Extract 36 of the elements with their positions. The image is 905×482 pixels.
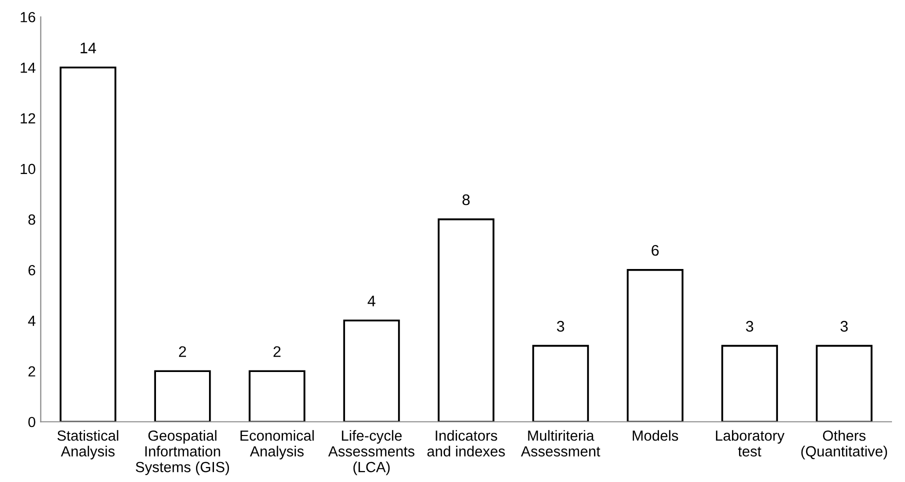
y-tick-label: 16 — [20, 12, 36, 22]
bar — [721, 344, 778, 422]
y-tick-label: 6 — [28, 265, 36, 276]
data-label: 2 — [179, 346, 186, 357]
y-tick-label: 4 — [28, 316, 36, 326]
data-label: 6 — [652, 244, 659, 256]
data-label: 4 — [368, 296, 376, 306]
x-tick-label: Statistical Analysis — [57, 430, 118, 460]
y-tick-label: 8 — [28, 214, 36, 225]
x-tick-label: Indicators and indexes — [427, 430, 505, 457]
data-label: 8 — [462, 194, 470, 206]
bar — [248, 370, 306, 422]
data-label: 3 — [840, 320, 848, 332]
x-tick-label: Geospatial Infortmation Systems (GIS) — [136, 430, 230, 476]
x-tick-label: Models — [632, 430, 678, 441]
bar — [816, 344, 872, 422]
x-tick-label: Others (Quantitative) — [801, 430, 888, 460]
y-tick-label: 10 — [20, 164, 36, 174]
y-tick-label: 14 — [20, 62, 36, 73]
x-tick-label: Life-cycle Assessments (LCA) — [328, 430, 414, 476]
data-label: 2 — [274, 346, 281, 357]
bar — [532, 344, 589, 422]
bar — [154, 370, 211, 422]
x-tick-label: Multiriteria Assessment — [520, 430, 600, 457]
x-tick-label: Laboratory test — [716, 430, 784, 457]
bar — [60, 66, 116, 422]
y-tick-label: 12 — [20, 113, 36, 124]
data-label: 3 — [746, 320, 754, 332]
bar — [343, 320, 400, 422]
x-tick-label: Economical Analysis — [240, 430, 314, 460]
bar — [438, 218, 494, 422]
y-tick-label: 0 — [28, 416, 36, 428]
data-label: 3 — [556, 320, 564, 332]
bar — [626, 269, 684, 422]
y-tick-label: 2 — [28, 366, 36, 376]
data-label: 14 — [80, 42, 96, 54]
